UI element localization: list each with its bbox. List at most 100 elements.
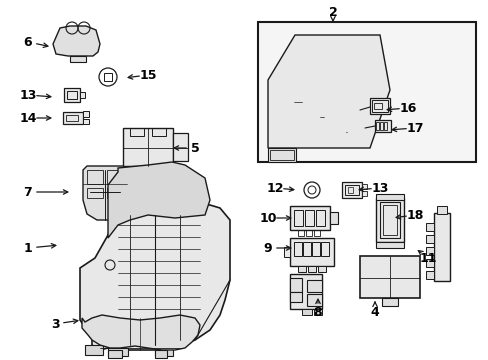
Text: 7: 7 <box>23 185 32 198</box>
Bar <box>66 115 78 121</box>
Bar <box>345 185 358 195</box>
Bar <box>433 213 449 281</box>
Bar <box>383 122 386 130</box>
Bar <box>425 259 433 267</box>
Text: 13: 13 <box>19 89 37 102</box>
Bar <box>130 128 143 136</box>
Bar <box>379 202 399 238</box>
Bar <box>359 256 419 298</box>
Bar <box>374 120 390 132</box>
Bar <box>267 148 295 162</box>
Polygon shape <box>80 205 229 350</box>
Bar <box>293 242 302 256</box>
Bar <box>284 247 289 257</box>
Text: 1: 1 <box>23 242 32 255</box>
Bar <box>107 170 123 184</box>
Bar <box>155 348 173 356</box>
Bar <box>320 242 328 256</box>
Text: 15: 15 <box>139 68 157 81</box>
Bar <box>152 128 165 136</box>
Bar <box>108 350 122 358</box>
Bar <box>87 170 103 184</box>
Bar <box>289 292 302 302</box>
Bar <box>87 188 103 198</box>
Polygon shape <box>82 315 200 350</box>
Bar <box>70 56 86 62</box>
Bar <box>297 266 305 272</box>
Bar <box>306 294 321 306</box>
Bar <box>436 206 446 214</box>
Bar <box>425 223 433 231</box>
Bar <box>85 345 103 355</box>
Bar <box>361 191 366 196</box>
Bar <box>108 348 128 356</box>
Text: 13: 13 <box>370 181 388 194</box>
Bar <box>258 22 475 162</box>
Text: 14: 14 <box>19 112 37 125</box>
Bar <box>307 266 315 272</box>
Bar <box>289 278 302 292</box>
Bar <box>375 194 403 200</box>
Bar <box>303 242 310 256</box>
Bar <box>157 166 169 174</box>
Bar <box>305 230 311 236</box>
Bar <box>83 111 89 117</box>
Bar <box>369 98 389 114</box>
Bar <box>289 238 333 266</box>
Bar <box>371 100 387 112</box>
Bar <box>289 206 329 230</box>
Bar <box>306 280 321 292</box>
Polygon shape <box>53 26 100 56</box>
Text: 9: 9 <box>263 242 272 255</box>
Bar <box>313 230 319 236</box>
Text: 17: 17 <box>406 122 423 135</box>
Text: 18: 18 <box>406 208 423 221</box>
Bar <box>317 266 325 272</box>
Text: 8: 8 <box>313 306 322 319</box>
Bar <box>425 235 433 243</box>
Text: 16: 16 <box>399 102 416 114</box>
Text: 10: 10 <box>259 212 276 225</box>
Bar <box>347 187 352 193</box>
Text: 4: 4 <box>370 306 379 319</box>
Bar <box>67 91 77 99</box>
Polygon shape <box>267 35 389 148</box>
Bar <box>425 271 433 279</box>
Bar <box>375 122 378 130</box>
Bar <box>375 198 403 242</box>
Text: 12: 12 <box>265 181 283 194</box>
Bar <box>361 184 366 189</box>
Bar <box>127 166 139 174</box>
Bar <box>305 210 313 226</box>
Bar <box>373 103 381 109</box>
Bar <box>289 274 321 309</box>
Bar <box>297 230 304 236</box>
Bar <box>302 309 311 315</box>
Bar <box>293 210 303 226</box>
Bar <box>382 205 396 235</box>
Bar <box>311 242 319 256</box>
Text: 11: 11 <box>418 252 436 265</box>
Bar <box>329 212 337 224</box>
Bar <box>63 112 83 124</box>
Bar <box>104 73 112 81</box>
Polygon shape <box>108 162 209 238</box>
Bar <box>64 88 80 102</box>
Bar <box>375 242 403 248</box>
Text: 5: 5 <box>190 141 199 154</box>
Bar <box>381 298 397 306</box>
Text: 2: 2 <box>328 5 337 18</box>
Bar <box>155 350 167 358</box>
Bar <box>341 182 361 198</box>
Bar <box>173 133 187 161</box>
Polygon shape <box>83 166 127 220</box>
Bar <box>123 128 173 166</box>
Text: 3: 3 <box>51 318 59 330</box>
Bar <box>313 309 321 315</box>
Bar <box>80 92 85 98</box>
Bar <box>107 188 123 198</box>
Bar <box>379 122 382 130</box>
Bar <box>269 150 293 160</box>
Bar <box>315 210 325 226</box>
Bar <box>83 119 89 124</box>
